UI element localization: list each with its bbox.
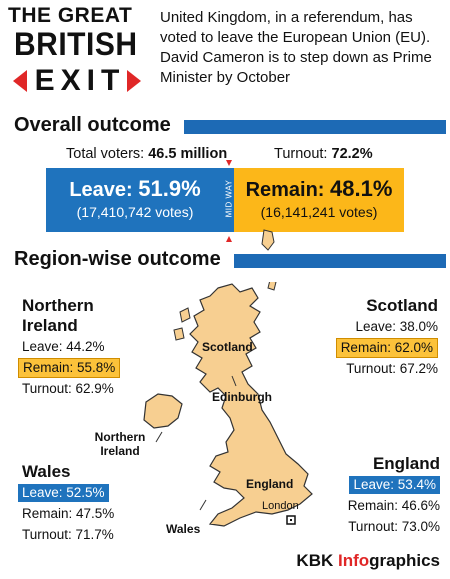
- region-scotland: Scotland Leave: 38.0% Remain: 62.0% Turn…: [328, 296, 438, 379]
- map-label-scotland: Scotland: [202, 340, 253, 354]
- region-leave: Leave: 53.4%: [349, 476, 440, 494]
- total-voters: Total voters: 46.5 million: [66, 146, 227, 162]
- region-remain: Remain: 46.6%: [347, 498, 440, 513]
- title-line-3: EXIT: [4, 64, 150, 98]
- title-line-1: THE GREAT: [8, 4, 133, 27]
- map-label-london: London: [262, 500, 299, 512]
- region-remain: Remain: 55.8%: [18, 358, 121, 378]
- northern-ireland-shape: [143, 393, 183, 429]
- footer-brand-kbk: KBK: [296, 551, 338, 570]
- region-section-title: Region-wise outcome: [14, 248, 221, 270]
- right-arrow-icon: [127, 70, 142, 92]
- region-turnout: Turnout: 67.2%: [346, 361, 438, 376]
- island-inset-icon: [261, 229, 275, 251]
- region-title: Wales: [22, 462, 71, 481]
- footer-brand-rest: graphics: [369, 551, 440, 570]
- remain-headline: Remain: 48.1%: [234, 176, 404, 202]
- turnout-label: Turnout:: [274, 146, 328, 162]
- overall-rule: [184, 120, 446, 134]
- leave-label: Leave:: [69, 179, 133, 201]
- region-title: Scotland: [366, 296, 438, 315]
- region-wales: Wales Leave: 52.5% Remain: 47.5% Turnout…: [18, 462, 142, 545]
- region-title: England: [372, 454, 440, 473]
- title-exit: EXIT: [34, 64, 126, 97]
- island-shape: [179, 307, 191, 323]
- midway-marker-icon: [226, 160, 232, 242]
- leave-votes: (17,410,742 votes): [76, 204, 194, 220]
- region-title: Northern Ireland: [22, 296, 94, 335]
- island-shape: [267, 282, 277, 291]
- leave-box: Leave: 51.9% (17,410,742 votes): [46, 168, 224, 232]
- ni-pointer: [155, 431, 163, 443]
- turnout-value: 72.2%: [331, 146, 373, 162]
- left-arrow-icon: [12, 70, 27, 92]
- remain-box: Remain: 48.1% (16,141,241 votes): [234, 168, 404, 232]
- overall-section-title: Overall outcome: [14, 114, 171, 136]
- map-label-edinburgh: Edinburgh: [212, 390, 272, 404]
- region-leave: Leave: 44.2%: [22, 339, 105, 354]
- region-remain: Remain: 62.0%: [335, 338, 438, 358]
- turnout: Turnout: 72.2%: [274, 146, 373, 162]
- region-turnout: Turnout: 62.9%: [22, 381, 114, 396]
- uk-map: [143, 282, 313, 527]
- map-label-wales: Wales: [166, 522, 201, 536]
- region-leave: Leave: 38.0%: [355, 319, 438, 334]
- total-voters-label: Total voters:: [66, 146, 145, 162]
- region-turnout: Turnout: 73.0%: [348, 519, 440, 534]
- great-britain-shape: [189, 283, 313, 527]
- remain-pct: 48.1%: [330, 176, 393, 201]
- region-leave: Leave: 52.5%: [18, 484, 109, 502]
- title-line-2: BRITISH: [14, 27, 138, 63]
- footer-brand: KBK Infographics: [296, 551, 440, 571]
- region-england: England Leave: 53.4% Remain: 46.6% Turno…: [330, 454, 440, 537]
- edinburgh-pointer: [231, 375, 237, 387]
- island-shape: [173, 327, 185, 341]
- wales-pointer: [199, 499, 207, 511]
- intro-text: United Kingdom, in a referendum, has vot…: [160, 9, 432, 86]
- region-northern-ireland: Northern Ireland Leave: 44.2% Remain: 55…: [18, 296, 142, 399]
- footer-brand-info: Info: [337, 551, 370, 570]
- map-label-northern-ireland: Northern Ireland: [94, 430, 146, 458]
- remain-label: Remain:: [245, 179, 325, 201]
- total-voters-value: 46.5 million: [148, 146, 228, 162]
- region-turnout: Turnout: 71.7%: [22, 527, 114, 542]
- midway-label: MID WAY: [224, 179, 234, 218]
- midway-strip: MID WAY: [224, 168, 234, 232]
- leave-headline: Leave: 51.9%: [46, 176, 224, 202]
- remain-votes: (16,141,241 votes): [260, 204, 378, 220]
- region-remain: Remain: 47.5%: [22, 506, 115, 521]
- region-rule: [234, 254, 446, 268]
- map-label-england: England: [246, 477, 294, 491]
- leave-pct: 51.9%: [138, 176, 201, 201]
